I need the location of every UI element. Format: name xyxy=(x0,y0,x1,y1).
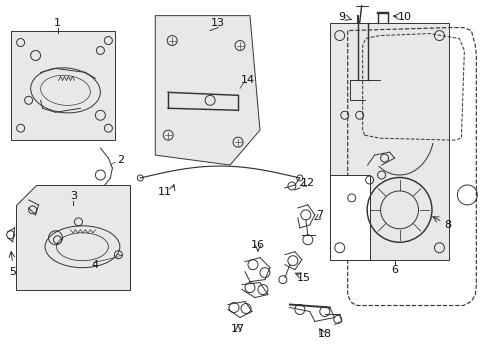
Text: 17: 17 xyxy=(230,324,244,334)
Polygon shape xyxy=(155,15,260,165)
Text: 18: 18 xyxy=(317,329,331,339)
Text: 11: 11 xyxy=(158,187,172,197)
FancyBboxPatch shape xyxy=(11,31,115,140)
Text: 5: 5 xyxy=(9,267,16,276)
Text: 2: 2 xyxy=(117,155,123,165)
Text: 9: 9 xyxy=(338,12,345,22)
Text: 14: 14 xyxy=(241,75,255,85)
Text: 12: 12 xyxy=(300,178,314,188)
Polygon shape xyxy=(16,185,130,289)
Text: 4: 4 xyxy=(92,260,99,270)
Text: 1: 1 xyxy=(54,18,61,28)
Text: 8: 8 xyxy=(443,220,450,230)
FancyBboxPatch shape xyxy=(329,23,448,260)
Text: 3: 3 xyxy=(70,191,77,201)
Text: 13: 13 xyxy=(211,18,224,28)
Text: 6: 6 xyxy=(390,265,397,275)
Text: 16: 16 xyxy=(250,240,264,250)
Polygon shape xyxy=(329,175,369,260)
Text: 7: 7 xyxy=(316,210,323,220)
Text: 15: 15 xyxy=(296,273,310,283)
Text: 10: 10 xyxy=(397,12,411,22)
